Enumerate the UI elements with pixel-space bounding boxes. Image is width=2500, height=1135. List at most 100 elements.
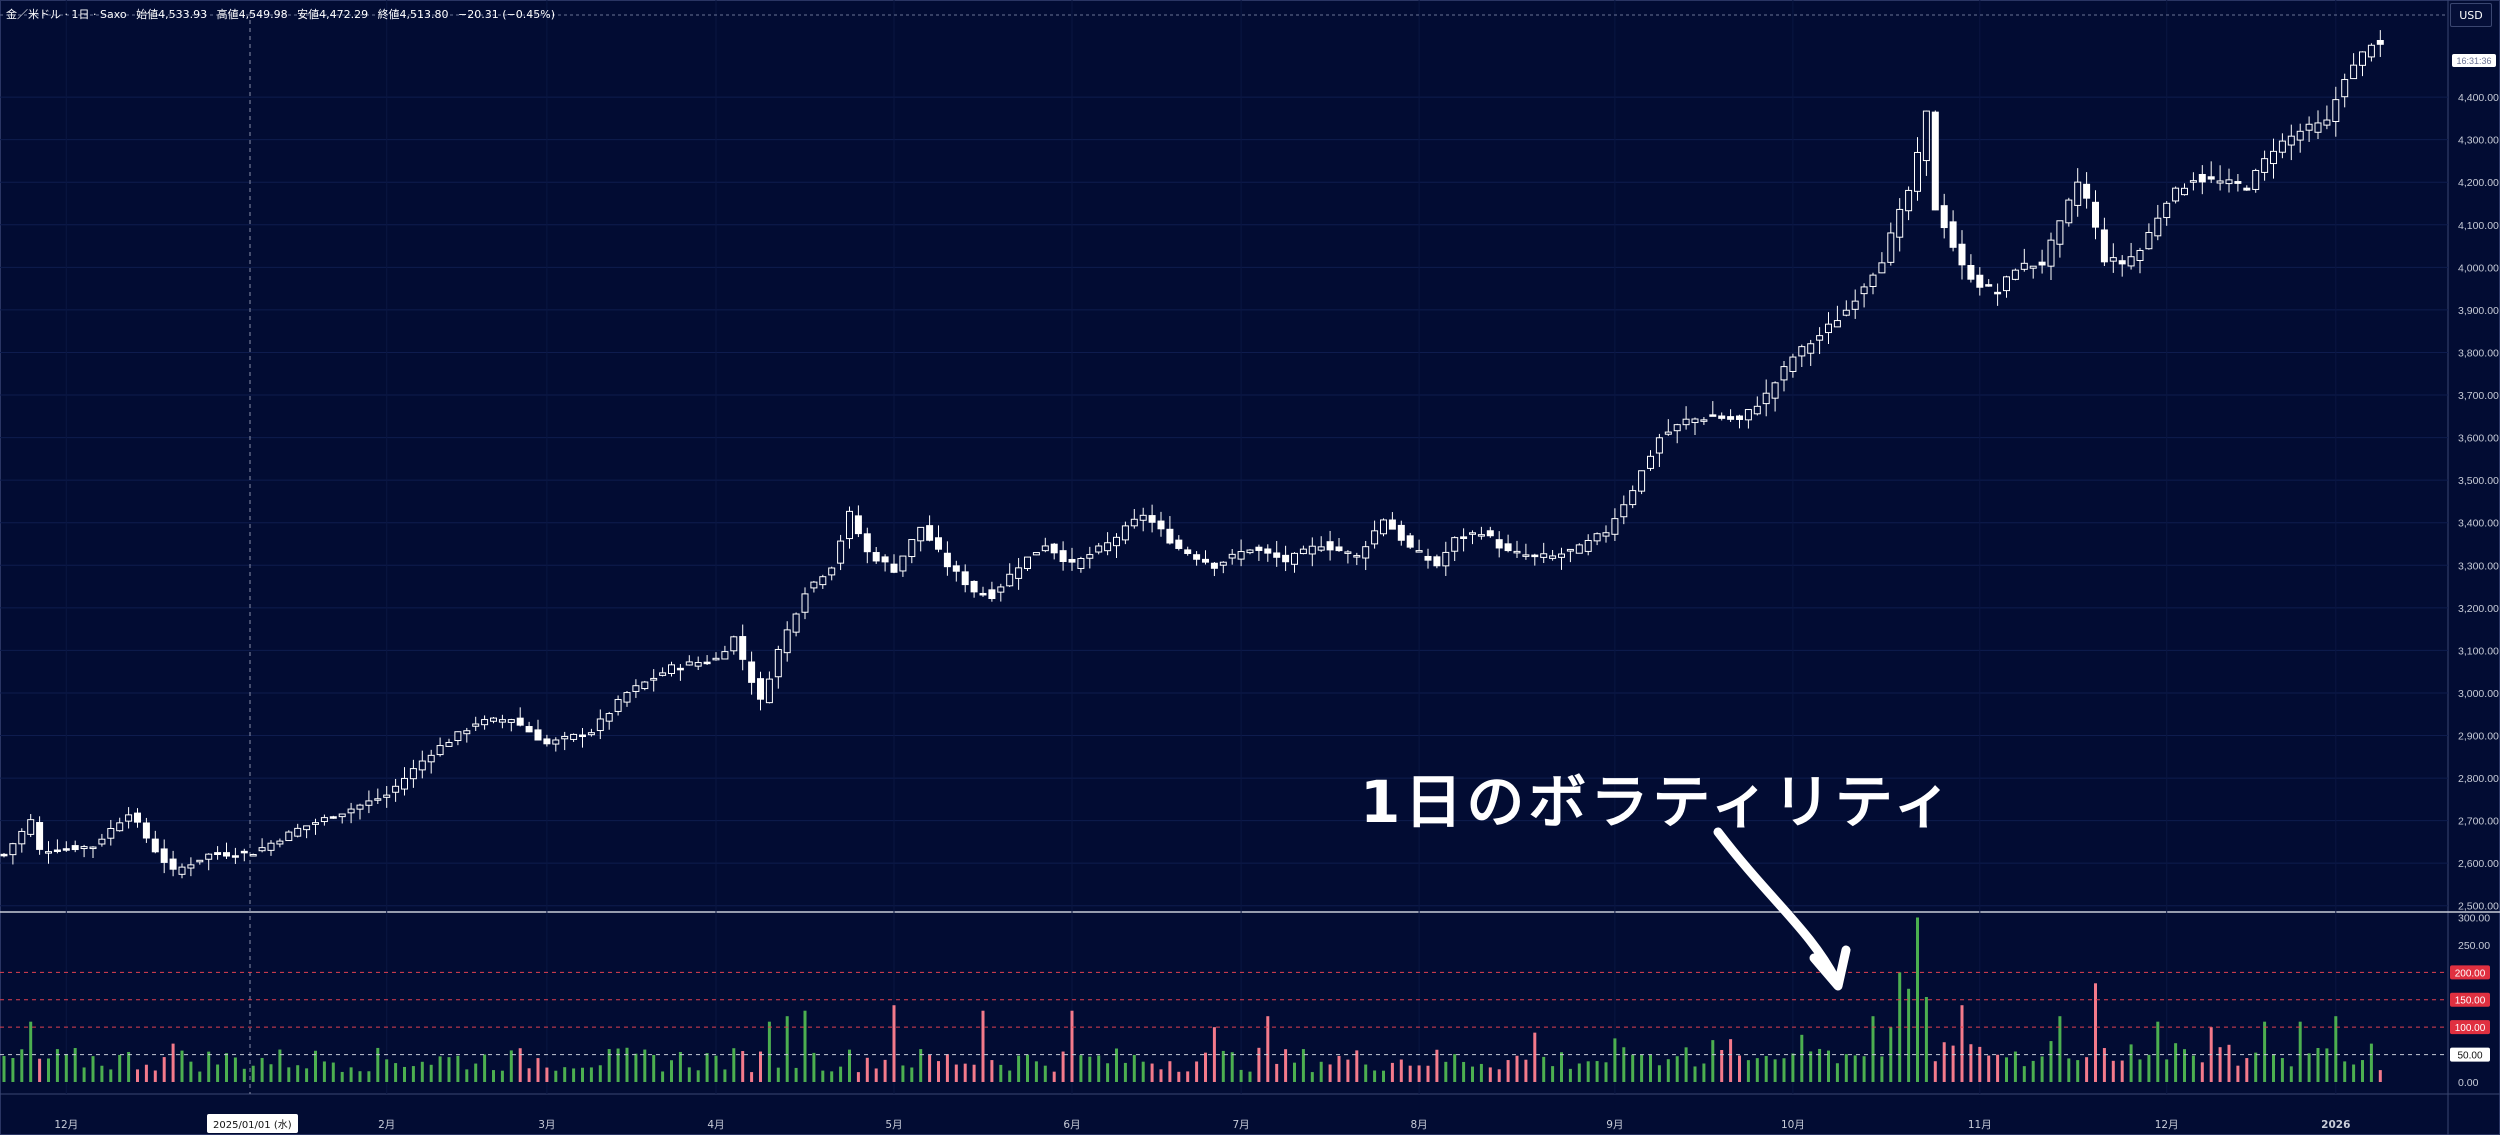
candle-body bbox=[1851, 300, 1859, 310]
volatility-bar bbox=[1052, 1071, 1056, 1082]
open-value: 始値4,533.93 bbox=[136, 8, 208, 21]
volatility-bar bbox=[1560, 1052, 1563, 1082]
candle-body bbox=[2145, 232, 2153, 250]
volatility-bar bbox=[1880, 1056, 1884, 1082]
candle-body bbox=[837, 540, 845, 564]
volatility-bar bbox=[278, 1049, 282, 1082]
currency-button[interactable]: USD bbox=[2450, 3, 2492, 27]
volatility-bar bbox=[1435, 1049, 1439, 1082]
candle-body bbox=[2216, 180, 2224, 184]
time-tick-label: 9月 bbox=[1606, 1119, 1623, 1131]
candle-body bbox=[2092, 201, 2099, 228]
candle-body bbox=[1326, 541, 1334, 551]
candle-body bbox=[543, 738, 551, 745]
candle-body bbox=[961, 571, 969, 586]
close-value: 終値4,513.80 bbox=[377, 8, 449, 21]
candle-body bbox=[89, 846, 97, 850]
volatility-bar bbox=[1150, 1063, 1154, 1082]
volatility-bar bbox=[242, 1068, 246, 1082]
volatility-bar bbox=[2174, 1043, 2178, 1082]
candle-body bbox=[2278, 140, 2286, 153]
candle-body bbox=[757, 678, 764, 700]
volatility-bar bbox=[1675, 1056, 1679, 1082]
volatility-bar bbox=[776, 1067, 780, 1082]
price-tick-label: 3,600.00 bbox=[2458, 433, 2499, 445]
volatility-bar bbox=[1835, 1063, 1839, 1082]
volatility-bar bbox=[2289, 1066, 2293, 1082]
candle-body bbox=[125, 814, 133, 822]
candle-body bbox=[1647, 455, 1654, 469]
price-tick-label: 3,200.00 bbox=[2458, 603, 2499, 615]
candle-body bbox=[2118, 260, 2126, 265]
volatility-bar bbox=[821, 1070, 825, 1082]
volatility-bar bbox=[358, 1071, 362, 1082]
volatility-bar bbox=[2334, 1016, 2338, 1082]
volatility-bar bbox=[2165, 1059, 2169, 1082]
candle-body bbox=[1068, 558, 1076, 563]
volatility-bar bbox=[1115, 1048, 1118, 1082]
candle-body bbox=[498, 719, 506, 723]
volatility-bar bbox=[1622, 1047, 1626, 1082]
volatility-bar bbox=[1800, 1034, 1804, 1082]
time-tick-label: 6月 bbox=[1063, 1119, 1080, 1131]
candle-body bbox=[1095, 545, 1103, 553]
volatility-bar bbox=[741, 1051, 745, 1082]
candle-body bbox=[1193, 554, 1201, 560]
volatility-bar bbox=[394, 1063, 398, 1082]
candle-body bbox=[579, 734, 586, 738]
candle-body bbox=[258, 847, 266, 852]
volatility-bar bbox=[945, 1054, 949, 1082]
volatility-bar bbox=[910, 1067, 914, 1082]
reference-badge bbox=[2450, 1020, 2490, 1035]
volatility-bar bbox=[572, 1068, 576, 1082]
candle-body bbox=[1700, 419, 1708, 422]
volatility-bar bbox=[1684, 1047, 1688, 1082]
volatility-bar bbox=[954, 1064, 958, 1082]
volatility-bar bbox=[2200, 1062, 2204, 1082]
candle-body bbox=[2198, 173, 2206, 183]
candle-body bbox=[71, 845, 79, 851]
candle-body bbox=[676, 667, 684, 671]
candle-body bbox=[2270, 150, 2277, 165]
candle-body bbox=[1967, 265, 1975, 280]
vol-tick-label: 250.00 bbox=[2458, 940, 2490, 952]
candle-body bbox=[294, 827, 302, 837]
time-tick-label: 7月 bbox=[1233, 1119, 1250, 1131]
candle-body bbox=[134, 812, 141, 823]
candle-body bbox=[712, 657, 720, 661]
volatility-bar bbox=[1248, 1071, 1252, 1082]
volatility-bar bbox=[1987, 1055, 1991, 1082]
candle-body bbox=[249, 854, 257, 857]
candle-body bbox=[774, 649, 782, 678]
symbol-label[interactable]: 金／米ドル · 1日 · Saxo bbox=[6, 8, 127, 21]
candle-body bbox=[80, 846, 88, 850]
candle-body bbox=[1486, 530, 1494, 537]
candle-body bbox=[1816, 335, 1824, 341]
volatility-bar bbox=[2245, 1058, 2249, 1082]
candle-body bbox=[614, 699, 622, 712]
candle-body bbox=[160, 848, 168, 863]
candle-body bbox=[1771, 382, 1779, 399]
candle-body bbox=[1273, 552, 1281, 558]
candle-body bbox=[1691, 418, 1699, 424]
candle-body bbox=[1469, 532, 1476, 535]
volatility-bar bbox=[1017, 1055, 1021, 1082]
candle-body bbox=[1353, 555, 1361, 558]
volatility-bar bbox=[376, 1047, 380, 1082]
volatility-bar bbox=[162, 1057, 166, 1082]
candle-body bbox=[365, 800, 373, 806]
candle-body bbox=[1611, 518, 1619, 535]
price-tick-label: 3,500.00 bbox=[2458, 475, 2499, 487]
candle-body bbox=[1077, 558, 1085, 569]
volatility-bar bbox=[696, 1070, 700, 1082]
candle-body bbox=[9, 843, 17, 856]
candle-body bbox=[783, 629, 791, 654]
price-tick-label: 3,900.00 bbox=[2458, 305, 2499, 317]
volatility-bar bbox=[1613, 1038, 1617, 1082]
candle-body bbox=[427, 754, 435, 763]
volatility-bar bbox=[1497, 1069, 1501, 1082]
candle-body bbox=[1380, 519, 1387, 535]
candle-body bbox=[472, 723, 480, 727]
time-tick-label: 8月 bbox=[1411, 1119, 1428, 1131]
volatility-bar bbox=[1008, 1070, 1012, 1082]
